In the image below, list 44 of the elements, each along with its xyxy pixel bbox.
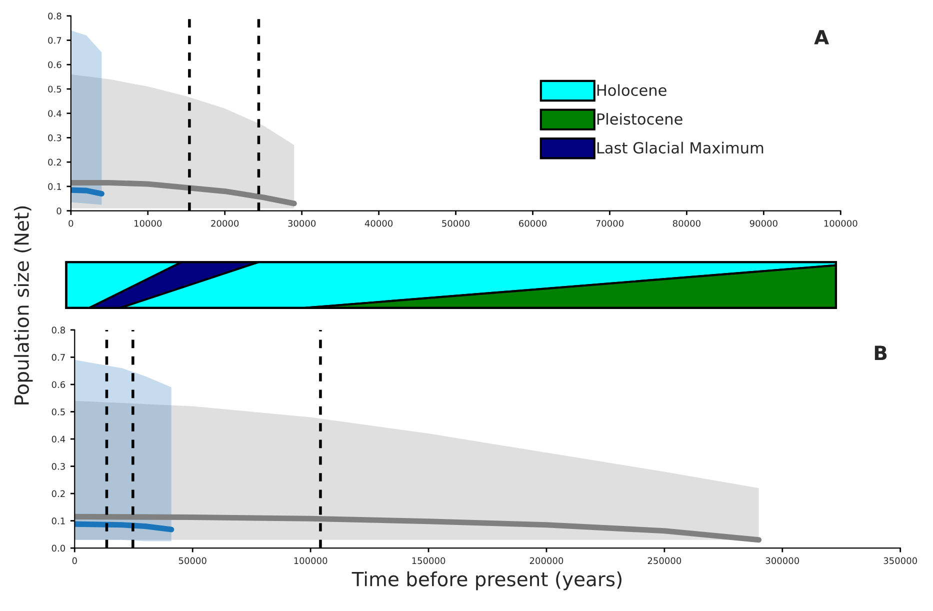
y-tick-label: 0.6 bbox=[52, 381, 66, 388]
annotation: B bbox=[874, 346, 887, 360]
y-tick-label: 0.6 bbox=[48, 61, 62, 68]
x-axis-title: Time before present (years) bbox=[352, 571, 622, 590]
y-axis-title: Population size (Net) bbox=[14, 206, 33, 404]
y-tick-label: 0.2 bbox=[52, 490, 65, 498]
x-tick-label: 100000 bbox=[824, 220, 858, 227]
y-tick-label: 0.3 bbox=[48, 134, 62, 142]
category-label: Pleistocene bbox=[597, 112, 682, 125]
x-tick-label: 300000 bbox=[766, 557, 800, 564]
x-tick-label: 350000 bbox=[884, 557, 917, 564]
x-tick-label: 150000 bbox=[412, 557, 446, 564]
y-tick-label: 0.1 bbox=[48, 183, 62, 190]
x-tick-label: 90000 bbox=[750, 220, 778, 227]
y-tick-label: 0.5 bbox=[48, 86, 62, 93]
y-tick-label: 0.8 bbox=[52, 326, 65, 334]
y-tick-label: 0 bbox=[56, 208, 62, 214]
x-tick-label: 100000 bbox=[294, 557, 328, 564]
x-tick-label: 200000 bbox=[530, 557, 564, 564]
y-tick-label: 0.4 bbox=[48, 110, 62, 117]
annotation: A bbox=[814, 30, 829, 44]
y-tick-label: 0.7 bbox=[48, 36, 62, 44]
x-tick-label: 0 bbox=[68, 220, 74, 227]
x-tick-label: 50000 bbox=[442, 220, 470, 227]
y-tick-label: 0.8 bbox=[48, 12, 62, 20]
x-tick-label: 70000 bbox=[596, 220, 624, 227]
y-tick-label: 0.0 bbox=[52, 544, 66, 552]
y-tick-label: 0.3 bbox=[52, 463, 65, 470]
y-tick-label: 0.7 bbox=[52, 354, 65, 361]
x-tick-label: 0 bbox=[72, 557, 77, 564]
x-tick-label: 50000 bbox=[178, 557, 206, 564]
y-tick-label: 0.1 bbox=[52, 518, 65, 524]
x-tick-label: 20000 bbox=[211, 220, 239, 227]
y-tick-label: 0.2 bbox=[48, 158, 61, 166]
x-tick-label: 80000 bbox=[672, 220, 700, 227]
y-tick-label: 0.4 bbox=[52, 436, 66, 443]
x-tick-label: 250000 bbox=[648, 557, 682, 564]
x-tick-label: 30000 bbox=[288, 220, 316, 227]
x-tick-label: 60000 bbox=[519, 220, 547, 227]
category-label: Holocene bbox=[597, 84, 666, 96]
category-label: Last Glacial Maximum bbox=[597, 142, 764, 154]
y-tick-label: 0.5 bbox=[52, 408, 65, 416]
x-tick-label: 10000 bbox=[134, 220, 162, 227]
x-tick-label: 40000 bbox=[364, 220, 393, 227]
